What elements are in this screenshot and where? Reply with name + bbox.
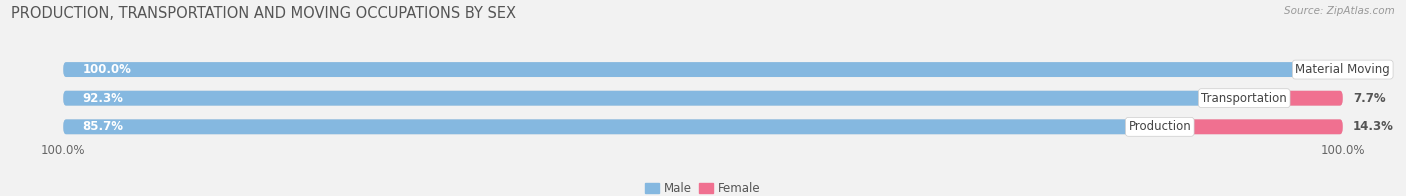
FancyBboxPatch shape: [63, 62, 1343, 77]
FancyBboxPatch shape: [63, 119, 1160, 134]
Text: 0.0%: 0.0%: [1353, 63, 1385, 76]
FancyBboxPatch shape: [1244, 91, 1343, 106]
Text: Production: Production: [1129, 120, 1191, 133]
Legend: Male, Female: Male, Female: [641, 178, 765, 196]
FancyBboxPatch shape: [63, 119, 1343, 134]
Text: 92.3%: 92.3%: [83, 92, 124, 105]
Text: 7.7%: 7.7%: [1353, 92, 1385, 105]
Text: Source: ZipAtlas.com: Source: ZipAtlas.com: [1284, 6, 1395, 16]
Text: 100.0%: 100.0%: [83, 63, 131, 76]
Text: 14.3%: 14.3%: [1353, 120, 1393, 133]
Text: Transportation: Transportation: [1201, 92, 1286, 105]
Text: PRODUCTION, TRANSPORTATION AND MOVING OCCUPATIONS BY SEX: PRODUCTION, TRANSPORTATION AND MOVING OC…: [11, 6, 516, 21]
FancyBboxPatch shape: [63, 62, 1343, 77]
FancyBboxPatch shape: [63, 91, 1343, 106]
FancyBboxPatch shape: [1160, 119, 1343, 134]
Text: 85.7%: 85.7%: [83, 120, 124, 133]
Text: Material Moving: Material Moving: [1295, 63, 1391, 76]
FancyBboxPatch shape: [63, 91, 1244, 106]
